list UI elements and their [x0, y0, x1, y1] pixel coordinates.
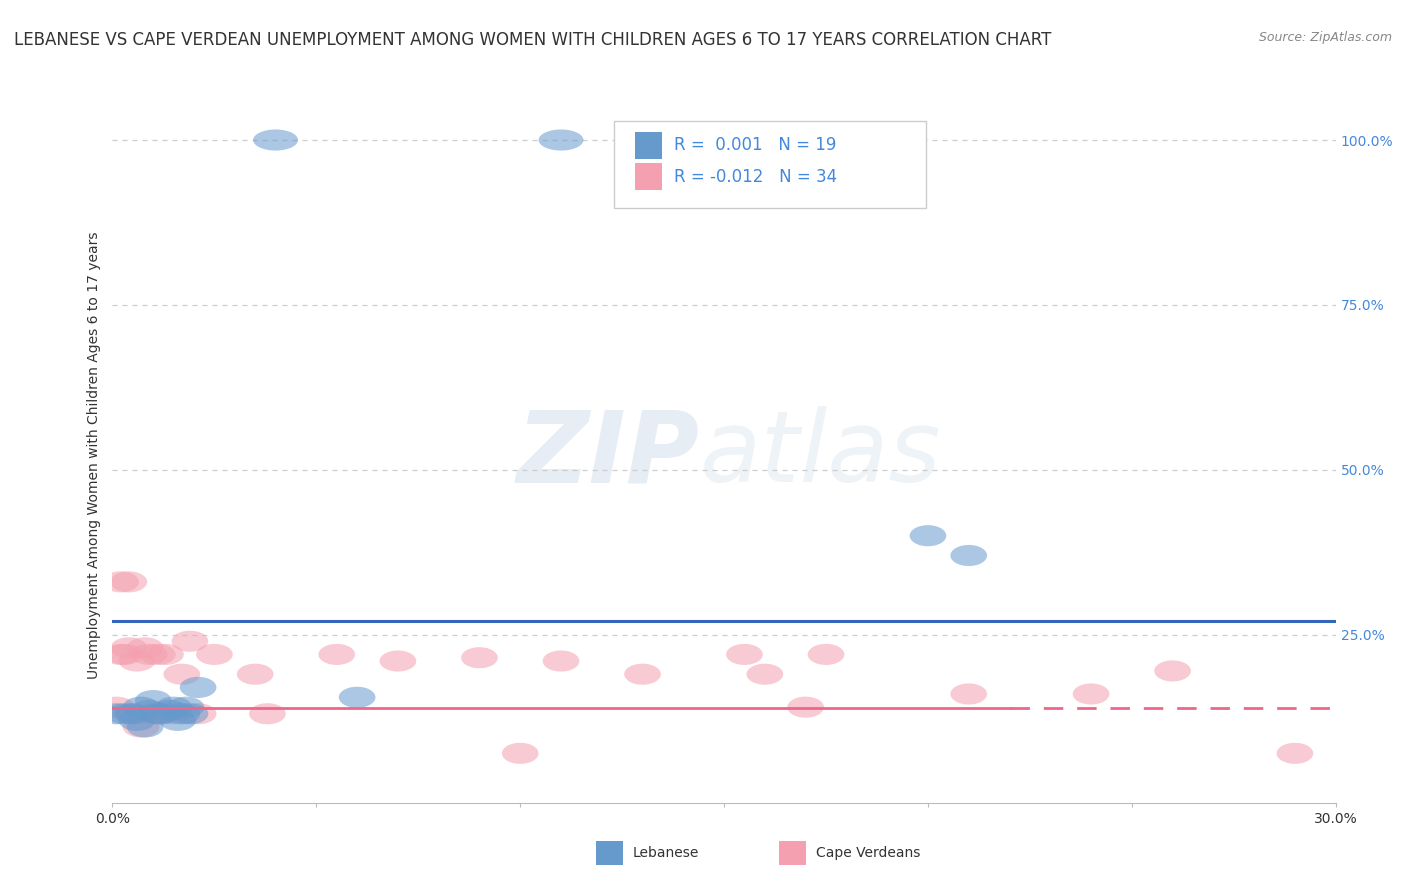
Ellipse shape	[195, 644, 233, 665]
Text: R = -0.012   N = 34: R = -0.012 N = 34	[673, 168, 837, 186]
Ellipse shape	[502, 743, 538, 764]
Ellipse shape	[807, 644, 845, 665]
Ellipse shape	[139, 703, 176, 724]
Ellipse shape	[159, 710, 195, 731]
Ellipse shape	[1154, 660, 1191, 681]
Ellipse shape	[1277, 743, 1313, 764]
Ellipse shape	[107, 703, 143, 724]
Ellipse shape	[380, 650, 416, 672]
Ellipse shape	[180, 703, 217, 724]
Ellipse shape	[103, 571, 139, 592]
Ellipse shape	[787, 697, 824, 718]
Ellipse shape	[461, 648, 498, 668]
Ellipse shape	[172, 631, 208, 652]
Ellipse shape	[845, 129, 889, 151]
Ellipse shape	[135, 703, 172, 724]
Ellipse shape	[118, 650, 155, 672]
Ellipse shape	[122, 697, 159, 718]
Ellipse shape	[236, 664, 274, 685]
Ellipse shape	[950, 683, 987, 705]
Ellipse shape	[155, 697, 193, 718]
FancyBboxPatch shape	[634, 163, 662, 190]
Ellipse shape	[111, 571, 148, 592]
Ellipse shape	[127, 716, 163, 738]
Text: Cape Verdeans: Cape Verdeans	[815, 846, 920, 860]
Ellipse shape	[180, 677, 217, 698]
Ellipse shape	[910, 525, 946, 546]
Ellipse shape	[624, 664, 661, 685]
Ellipse shape	[122, 716, 159, 738]
Ellipse shape	[538, 129, 583, 151]
Ellipse shape	[172, 703, 208, 724]
FancyBboxPatch shape	[634, 132, 662, 159]
Ellipse shape	[135, 690, 172, 711]
Ellipse shape	[98, 703, 135, 724]
Ellipse shape	[163, 703, 200, 724]
Ellipse shape	[318, 644, 356, 665]
Ellipse shape	[118, 710, 155, 731]
Ellipse shape	[167, 697, 204, 718]
Ellipse shape	[143, 703, 180, 724]
Ellipse shape	[131, 644, 167, 665]
Ellipse shape	[725, 644, 763, 665]
FancyBboxPatch shape	[614, 121, 927, 208]
Text: ZIP: ZIP	[516, 407, 700, 503]
FancyBboxPatch shape	[779, 841, 806, 865]
Ellipse shape	[139, 644, 176, 665]
Ellipse shape	[163, 664, 200, 685]
Ellipse shape	[148, 644, 184, 665]
Text: Lebanese: Lebanese	[633, 846, 699, 860]
Ellipse shape	[747, 664, 783, 685]
Text: atlas: atlas	[700, 407, 941, 503]
Ellipse shape	[114, 703, 152, 724]
Ellipse shape	[1073, 683, 1109, 705]
Ellipse shape	[111, 637, 148, 658]
Ellipse shape	[107, 644, 143, 665]
Ellipse shape	[155, 703, 193, 724]
Ellipse shape	[103, 644, 139, 665]
Ellipse shape	[950, 545, 987, 566]
Ellipse shape	[143, 703, 180, 724]
Ellipse shape	[127, 637, 163, 658]
Y-axis label: Unemployment Among Women with Children Ages 6 to 17 years: Unemployment Among Women with Children A…	[87, 231, 101, 679]
Ellipse shape	[339, 687, 375, 708]
Ellipse shape	[131, 700, 167, 721]
Ellipse shape	[114, 703, 152, 724]
Ellipse shape	[543, 650, 579, 672]
Text: R =  0.001   N = 19: R = 0.001 N = 19	[673, 136, 837, 154]
Ellipse shape	[253, 129, 298, 151]
Ellipse shape	[152, 700, 188, 721]
Text: Source: ZipAtlas.com: Source: ZipAtlas.com	[1258, 31, 1392, 45]
Ellipse shape	[98, 697, 135, 718]
FancyBboxPatch shape	[596, 841, 623, 865]
Ellipse shape	[249, 703, 285, 724]
Text: LEBANESE VS CAPE VERDEAN UNEMPLOYMENT AMONG WOMEN WITH CHILDREN AGES 6 TO 17 YEA: LEBANESE VS CAPE VERDEAN UNEMPLOYMENT AM…	[14, 31, 1052, 49]
